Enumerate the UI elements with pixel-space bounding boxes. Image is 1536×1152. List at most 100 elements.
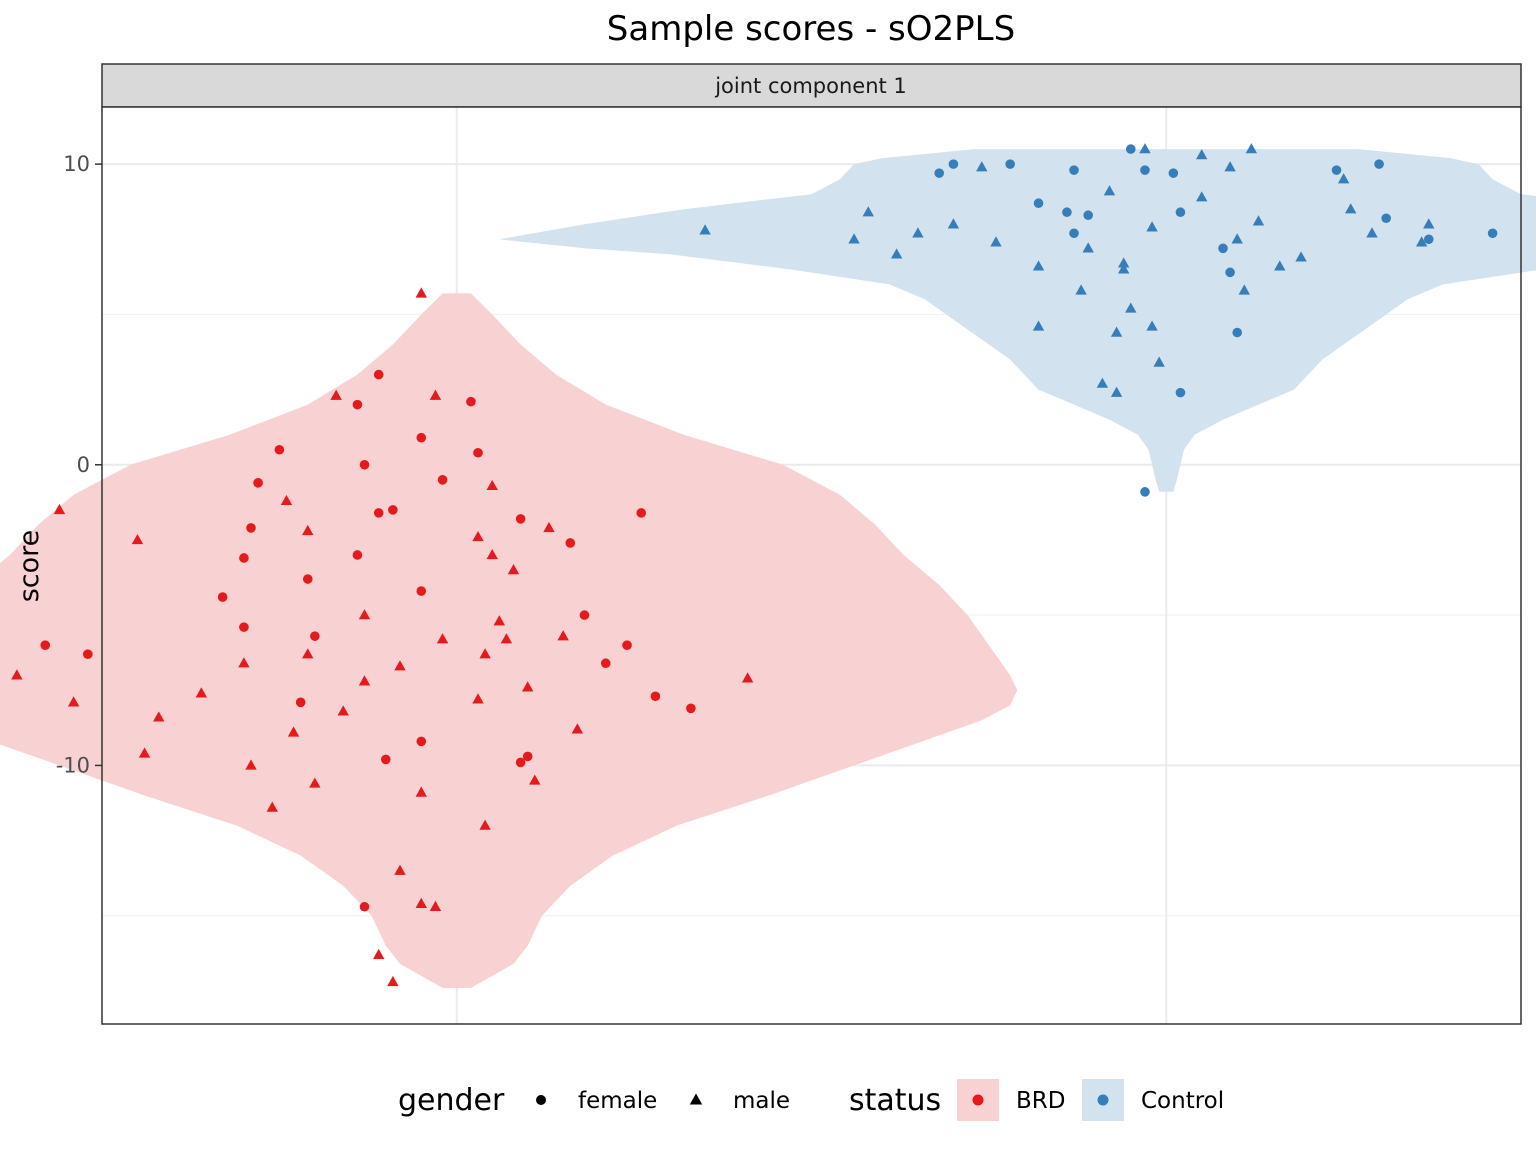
data-point-brd-female — [295, 697, 306, 708]
data-point-control-male — [862, 206, 874, 217]
data-point-brd-male — [741, 672, 754, 683]
data-point-control-male — [1117, 263, 1130, 274]
data-point-control-female — [1125, 144, 1136, 154]
data-point-brd-female — [522, 751, 533, 762]
data-point-brd-female — [302, 574, 313, 584]
data-point-brd-female — [83, 649, 93, 659]
legend-control-circle-icon — [1097, 1094, 1109, 1106]
data-point-control-male — [1032, 320, 1045, 331]
data-point-brd-male — [138, 747, 151, 758]
data-point-control-male — [1337, 173, 1350, 184]
data-point-control-male — [1274, 260, 1286, 271]
data-point-control-female — [1175, 387, 1186, 398]
data-point-brd-female — [239, 622, 249, 632]
data-point-brd-male — [493, 615, 506, 626]
data-point-brd-male — [436, 633, 449, 644]
data-point-control-male — [1252, 215, 1265, 226]
data-point-control-male — [1196, 191, 1208, 202]
data-point-control-male — [1125, 302, 1137, 313]
data-point-brd-female — [636, 508, 647, 518]
data-point-brd-male — [486, 479, 498, 491]
data-point-brd-male — [387, 975, 399, 987]
data-point-brd-female — [359, 901, 370, 912]
data-point-control-male — [1423, 218, 1435, 229]
data-point-control-male — [1110, 386, 1123, 397]
legend: gender female male status BRD Control — [398, 1079, 1224, 1121]
point-layer — [11, 143, 1498, 987]
data-point-control-male — [1032, 260, 1045, 271]
data-point-control-female — [1005, 159, 1015, 169]
data-point-brd-female — [650, 691, 661, 702]
data-point-control-male — [912, 227, 924, 238]
facet-strip-label: joint component 1 — [714, 74, 907, 98]
data-point-brd-male — [522, 681, 534, 692]
data-point-brd-female — [515, 757, 526, 768]
data-point-brd-male — [394, 660, 406, 671]
data-point-control-female — [1487, 228, 1498, 239]
data-point-brd-male — [53, 503, 66, 515]
data-point-brd-female — [359, 459, 370, 470]
data-point-control-female — [1232, 327, 1242, 338]
data-point-brd-male — [479, 819, 491, 830]
data-point-control-male — [947, 218, 960, 229]
data-point-brd-male — [557, 630, 569, 641]
legend-status-title: status — [849, 1083, 941, 1118]
data-point-brd-male — [472, 693, 484, 704]
data-point-control-male — [1245, 143, 1258, 154]
data-point-control-male — [890, 248, 903, 259]
data-point-control-male — [1096, 377, 1109, 388]
data-point-control-male — [976, 161, 988, 172]
data-point-brd-female — [381, 754, 391, 765]
data-point-brd-male — [302, 524, 314, 536]
data-point-control-female — [934, 168, 945, 178]
data-point-brd-male — [302, 648, 314, 659]
data-point-control-male — [1231, 233, 1243, 244]
plot-panel-border — [101, 106, 1522, 1025]
data-point-brd-female — [246, 523, 256, 533]
data-point-brd-male — [415, 287, 427, 298]
legend-male-triangle-icon — [689, 1093, 703, 1105]
data-point-brd-male — [245, 759, 257, 770]
data-point-control-male — [1146, 221, 1158, 232]
data-point-control-female — [1033, 198, 1044, 209]
data-point-brd-male — [394, 864, 406, 875]
data-point-brd-female — [217, 592, 228, 602]
data-point-brd-female — [352, 399, 363, 410]
data-point-brd-male — [571, 723, 584, 734]
data-point-control-male — [1139, 143, 1151, 154]
chart-title: Sample scores - sO2PLS — [607, 9, 1015, 49]
y-tick-label: -10 — [56, 753, 90, 777]
data-point-brd-male — [358, 675, 371, 686]
data-point-brd-male — [543, 521, 555, 533]
data-point-control-female — [948, 159, 959, 169]
data-point-control-male — [1110, 326, 1123, 337]
data-point-control-female — [1168, 168, 1179, 178]
facet-strip — [101, 63, 1522, 108]
data-point-brd-male — [429, 900, 442, 911]
y-tick-label: 10 — [63, 152, 90, 176]
data-point-control-male — [1153, 356, 1165, 367]
data-point-control-male — [1295, 251, 1307, 262]
data-point-brd-male — [309, 777, 321, 788]
data-point-brd-male — [358, 609, 371, 620]
data-point-brd-female — [466, 396, 476, 407]
data-point-control-female — [1225, 267, 1235, 278]
legend-gender-title: gender — [398, 1083, 505, 1118]
y-axis: 10 0 -10 — [56, 152, 102, 777]
data-point-brd-female — [373, 508, 384, 518]
data-point-control-male — [1238, 284, 1250, 295]
data-point-brd-male — [500, 633, 513, 644]
data-point-brd-female — [600, 658, 611, 669]
data-point-control-male — [1345, 203, 1357, 214]
y-axis-label: score — [14, 530, 45, 603]
data-point-control-female — [1175, 207, 1186, 218]
data-point-control-male — [1082, 242, 1094, 253]
data-point-control-male — [1196, 149, 1208, 160]
data-point-brd-female — [437, 475, 448, 485]
legend-brd-circle-icon — [972, 1094, 984, 1106]
data-point-brd-female — [622, 640, 632, 650]
data-point-brd-female — [416, 432, 427, 443]
data-point-control-female — [1140, 165, 1150, 175]
